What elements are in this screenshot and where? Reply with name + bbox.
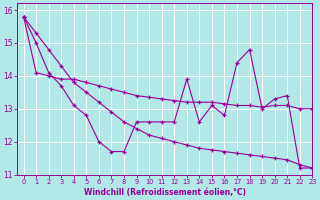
X-axis label: Windchill (Refroidissement éolien,°C): Windchill (Refroidissement éolien,°C) <box>84 188 246 197</box>
